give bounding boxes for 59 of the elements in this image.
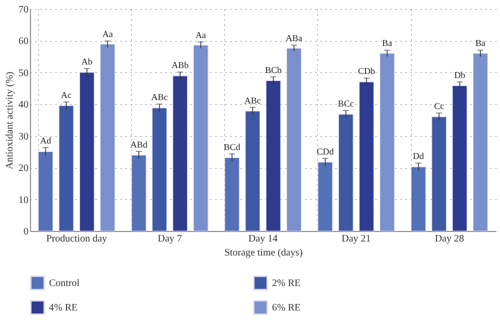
data-label: BCc bbox=[338, 98, 354, 108]
data-label: Aa bbox=[102, 29, 113, 40]
bar bbox=[452, 85, 468, 232]
y-tick-label: 0 bbox=[24, 226, 28, 238]
bar bbox=[224, 157, 240, 232]
x-tick-label: Production day bbox=[46, 234, 108, 244]
data-label: CDb bbox=[358, 66, 376, 76]
bar bbox=[245, 110, 260, 232]
bar bbox=[338, 114, 354, 232]
y-tick-label: 60 bbox=[18, 36, 28, 48]
data-label: ABb bbox=[172, 60, 190, 70]
bar bbox=[359, 82, 374, 232]
bar bbox=[38, 151, 54, 232]
y-tick-label: 70 bbox=[18, 4, 28, 16]
data-label: Ba bbox=[382, 38, 392, 48]
x-tick-label: Day 28 bbox=[434, 234, 464, 244]
data-label: Ba bbox=[475, 38, 486, 48]
data-label: ABc bbox=[151, 92, 168, 102]
x-tick-label: Day 21 bbox=[342, 234, 371, 244]
data-label: Cc bbox=[434, 101, 444, 112]
data-label: CDd bbox=[316, 146, 334, 156]
bar bbox=[79, 72, 94, 232]
bar bbox=[266, 80, 281, 232]
y-tick-label: 50 bbox=[18, 68, 28, 79]
x-tick-label: Day 7 bbox=[158, 234, 182, 244]
bar bbox=[58, 105, 74, 232]
bar bbox=[172, 76, 188, 232]
data-label: BCd bbox=[224, 142, 241, 152]
bar bbox=[318, 162, 333, 232]
y-tick-label: 30 bbox=[18, 131, 28, 142]
legend-label: Control bbox=[49, 278, 80, 289]
bar bbox=[193, 44, 208, 232]
bar bbox=[432, 116, 447, 232]
data-label: ABd bbox=[130, 139, 148, 150]
bar bbox=[410, 166, 426, 232]
y-axis-title: Antioxidant activity (%) bbox=[4, 72, 16, 170]
bar bbox=[380, 53, 395, 232]
bar bbox=[131, 154, 146, 232]
legend-label: 2% RE bbox=[272, 278, 301, 289]
y-tick-label: 40 bbox=[18, 100, 28, 111]
bar bbox=[472, 53, 488, 232]
bar bbox=[152, 108, 167, 232]
x-tick-label: Day 14 bbox=[248, 234, 278, 244]
data-label: ABa bbox=[286, 33, 302, 44]
legend-label: 4% RE bbox=[49, 302, 78, 314]
data-label: ABc bbox=[244, 95, 261, 106]
bar bbox=[100, 44, 116, 232]
data-label: BCb bbox=[265, 64, 282, 75]
x-axis-title: Storage time (days) bbox=[224, 248, 303, 258]
data-label: Ad bbox=[40, 136, 52, 146]
legend-label: 6% RE bbox=[272, 302, 301, 314]
bar bbox=[286, 48, 302, 232]
y-tick-label: 20 bbox=[18, 163, 28, 174]
data-label: Db bbox=[454, 70, 466, 80]
data-label: Ab bbox=[81, 56, 93, 67]
y-tick-label: 10 bbox=[18, 194, 28, 206]
data-label: Dd bbox=[412, 151, 424, 162]
data-label: Ac bbox=[61, 90, 72, 100]
data-label: Aa bbox=[196, 30, 206, 40]
